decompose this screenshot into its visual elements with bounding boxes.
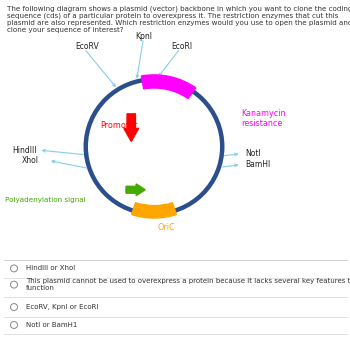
FancyArrow shape (126, 184, 145, 196)
Wedge shape (132, 203, 176, 218)
Text: The following diagram shows a plasmid (vector) backbone in which you want to clo: The following diagram shows a plasmid (v… (7, 5, 350, 33)
Text: EcoRV, KpnI or EcoRI: EcoRV, KpnI or EcoRI (26, 304, 99, 310)
Text: NotI or BamH1: NotI or BamH1 (26, 322, 78, 328)
Text: BamHI: BamHI (245, 160, 270, 169)
Text: KpnI: KpnI (135, 32, 152, 41)
Text: HindIII or XhoI: HindIII or XhoI (26, 265, 76, 272)
Wedge shape (141, 75, 196, 99)
Text: OriC: OriC (158, 223, 175, 231)
Text: This plasmid cannot be used to overexpress a protein because it lacks several ke: This plasmid cannot be used to overexpre… (26, 278, 350, 291)
Text: Promoter: Promoter (100, 121, 137, 130)
Text: Kanamycin
resistance: Kanamycin resistance (241, 109, 286, 128)
Text: HindIII: HindIII (12, 146, 37, 155)
Text: Polyadenylation signal: Polyadenylation signal (5, 197, 86, 203)
Text: NotI: NotI (245, 149, 261, 158)
FancyArrow shape (124, 114, 139, 141)
Text: EcoRI: EcoRI (172, 42, 193, 51)
Text: XhoI: XhoI (22, 156, 39, 165)
Text: EcoRV: EcoRV (75, 42, 99, 51)
